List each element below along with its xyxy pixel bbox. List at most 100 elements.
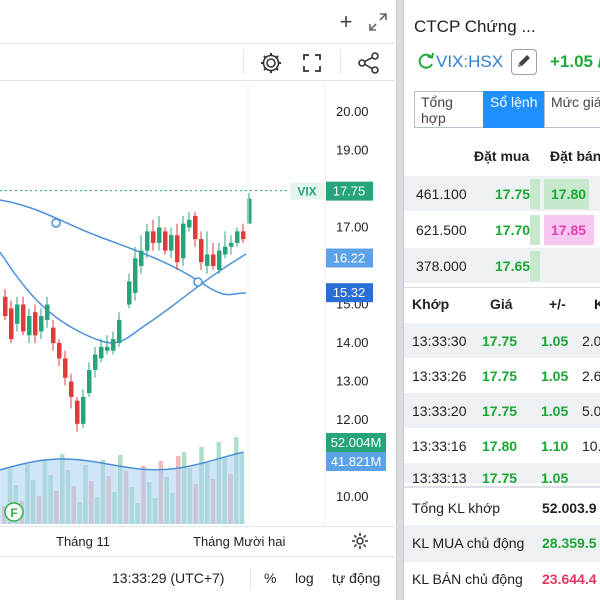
orderbook-volume: 378.000 xyxy=(416,258,467,274)
trade-time: 13:33:16 xyxy=(412,438,467,454)
bid-price[interactable]: 17.75 xyxy=(495,186,531,202)
price-tick-label: 13.00 xyxy=(336,374,369,389)
candle-body xyxy=(205,254,210,266)
trade-volume-header: K xyxy=(594,296,600,312)
candle-body xyxy=(111,339,116,351)
axis-settings-icon[interactable] xyxy=(350,531,372,553)
trade-price: 17.75 xyxy=(482,368,518,384)
candle-body xyxy=(247,198,252,224)
bid-volume-bar xyxy=(530,179,540,209)
candle-body xyxy=(117,319,122,343)
ask-price[interactable]: 17.85 xyxy=(551,222,587,238)
trade-volume: 5.0 xyxy=(582,403,600,419)
event-marker: F xyxy=(4,502,24,522)
orderbook-row: 378.000 17.65 xyxy=(404,247,600,283)
price-chart-canvas[interactable]: 20.0019.0018.0017.0015.0014.0013.0012.00… xyxy=(0,82,397,526)
price-chart[interactable]: 20.0019.0018.0017.0015.0014.0013.0012.00… xyxy=(0,82,397,526)
ma-line-long xyxy=(0,199,247,296)
symbol-ticker[interactable]: VIX:HSX xyxy=(436,52,504,71)
trade-change: 1.10 xyxy=(541,438,569,454)
orderbook-header: Đặt mua Đặt bán xyxy=(404,140,600,174)
candle-body xyxy=(57,343,62,359)
trade-change: 1.05 xyxy=(541,470,569,483)
volume-ma-tag-value: 41.821M xyxy=(331,454,382,469)
price-tick-label: 17.00 xyxy=(336,220,369,235)
bid-volume-bar xyxy=(530,251,540,281)
trade-time: 13:33:13 xyxy=(412,470,467,483)
trade-change: 1.05 xyxy=(541,368,569,384)
add-icon[interactable]: + xyxy=(339,9,353,34)
candle-body xyxy=(99,346,104,359)
settings-icon[interactable] xyxy=(257,49,287,77)
trade-price: 17.80 xyxy=(482,438,518,454)
trade-volume: 2.0 xyxy=(582,333,600,349)
volume-tag-value: 52.004M xyxy=(331,435,382,450)
candle-body xyxy=(15,304,20,324)
bid-price[interactable]: 17.65 xyxy=(495,258,531,274)
orderbook-row: 461.100 17.75 17.80 xyxy=(404,175,600,211)
tab-orderbook[interactable]: Sổ lệnh xyxy=(483,91,545,128)
indicator-tag-bg xyxy=(326,283,373,303)
refresh-icon xyxy=(416,51,436,71)
candle-body xyxy=(127,281,132,305)
price-tick-label: 14.00 xyxy=(336,335,369,350)
edit-symbol-button[interactable] xyxy=(511,49,537,75)
price-tag-bg xyxy=(326,181,373,201)
quote-panel: CTCP Chứng ... VIX:HSX +1.05 / Tổng hợp … xyxy=(403,0,600,600)
price-tag-symbol-bg xyxy=(290,182,324,200)
panel-tabs: Tổng hợp Sổ lệnh Mức giá xyxy=(414,91,600,128)
candle-body xyxy=(93,354,98,370)
log-scale-button[interactable]: log xyxy=(295,570,314,586)
summary-value: 52.003.9 xyxy=(542,500,597,516)
candle-body xyxy=(187,219,192,228)
auto-scale-button[interactable]: tự động xyxy=(332,570,381,586)
timestamp: 13:33:29 (UTC+7) xyxy=(112,570,225,586)
candle-body xyxy=(235,231,240,243)
price-tick-label: 10.00 xyxy=(336,489,369,504)
volume-ma-area xyxy=(0,452,244,524)
symbol-row: VIX:HSX +1.05 / xyxy=(404,46,600,80)
expand-icon[interactable] xyxy=(364,8,392,40)
chart-toolbar xyxy=(0,44,397,81)
trade-row: 13:33:26 17.75 1.05 2.6 xyxy=(404,358,600,393)
candle-body xyxy=(81,396,86,424)
indicator-tag-bg xyxy=(326,248,373,268)
trade-price-header: Giá xyxy=(490,296,513,312)
active-buy-row: KL MUA chủ động 28.359.5 xyxy=(404,525,600,562)
candle-body xyxy=(229,242,234,247)
trade-price: 17.75 xyxy=(482,470,518,483)
trade-change: 1.05 xyxy=(541,333,569,349)
footer-divider xyxy=(250,569,251,589)
candle-body xyxy=(193,215,198,240)
price-tick-label: 19.00 xyxy=(336,143,369,158)
summary-label: KL BÁN chủ động xyxy=(412,571,523,587)
indicator-tag-value: 16.22 xyxy=(333,251,366,266)
candle-body xyxy=(51,327,56,343)
price-tag-symbol: VIX xyxy=(297,185,316,199)
trade-volume: 2.6 xyxy=(582,368,600,384)
percent-scale-button[interactable]: % xyxy=(264,570,277,586)
candle-body xyxy=(211,254,216,266)
candle-body xyxy=(63,358,68,378)
tab-summary[interactable]: Tổng hợp xyxy=(414,91,484,128)
tab-price-levels[interactable]: Mức giá xyxy=(544,91,600,128)
orderbook-volume: 461.100 xyxy=(416,186,467,202)
share-icon[interactable] xyxy=(355,49,385,77)
company-name: CTCP Chứng ... xyxy=(414,17,536,36)
orderbook-row: 621.500 17.70 17.85 xyxy=(404,211,600,247)
candle-body xyxy=(27,316,32,336)
event-marker-circle xyxy=(4,502,24,522)
ask-header: Đặt bán xyxy=(550,148,600,164)
volume-ma-line xyxy=(0,451,244,471)
fullscreen-icon[interactable] xyxy=(298,49,328,77)
bid-price[interactable]: 17.70 xyxy=(495,222,531,238)
summary-label: Tổng KL khớp xyxy=(412,500,501,516)
candle-body xyxy=(9,308,14,340)
chart-footer: 13:33:29 (UTC+7) % log tự động xyxy=(0,556,397,600)
candle-body xyxy=(69,381,74,397)
ask-price[interactable]: 17.80 xyxy=(551,186,587,202)
trade-change: 1.05 xyxy=(541,403,569,419)
candle-body xyxy=(151,231,156,243)
trade-change-header: +/- xyxy=(549,296,566,312)
